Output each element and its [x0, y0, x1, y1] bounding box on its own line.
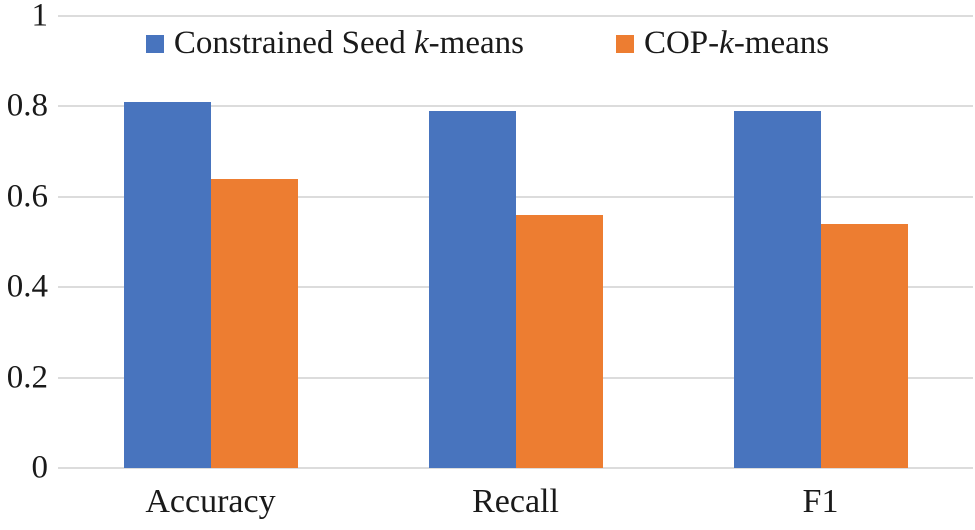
y-tick-label: 0.2: [6, 359, 48, 396]
bar-series-0-f1: [733, 110, 821, 468]
bar-series-1-accuracy: [210, 178, 298, 468]
legend-label-k: k: [719, 25, 734, 61]
x-category-label: F1: [802, 483, 839, 520]
y-tick-label: 1: [31, 0, 49, 34]
gridline: [58, 105, 973, 108]
x-axis: Accuracy Recall F1: [58, 483, 973, 520]
bar-series-0-accuracy: [123, 101, 211, 468]
legend-label: Constrained Seed k-means: [174, 27, 524, 60]
bar-group: [363, 16, 668, 468]
y-tick-label: 0.6: [6, 178, 48, 215]
bar-series-0-recall: [428, 110, 516, 468]
legend-label: COP-k-means: [644, 27, 829, 60]
legend-swatch-icon: [615, 34, 634, 53]
x-category-label: Recall: [472, 483, 559, 520]
legend-label-k: k: [414, 25, 429, 61]
bar-series-1-recall: [515, 214, 603, 468]
x-category-label: Accuracy: [145, 483, 276, 520]
y-tick-label: 0: [31, 449, 49, 486]
gridline: [58, 195, 973, 198]
gridline: [58, 467, 973, 469]
legend: Constrained Seed k-means COP-k-means: [0, 27, 975, 60]
y-axis: 0 0.2 0.4 0.6 0.8 1: [0, 0, 48, 484]
legend-swatch-icon: [145, 34, 164, 53]
legend-label-text: Constrained Seed: [173, 25, 415, 61]
legend-item: Constrained Seed k-means: [145, 27, 524, 60]
legend-label-text: -means: [733, 25, 830, 61]
y-tick-label: 0.8: [6, 87, 48, 124]
legend-item: COP-k-means: [615, 27, 829, 60]
y-tick-label: 0.4: [6, 268, 48, 305]
bar-groups: [58, 16, 973, 468]
plot-area: [58, 15, 973, 469]
bar-group: [58, 16, 363, 468]
legend-label-text: -means: [428, 25, 524, 61]
bar-group: [668, 16, 973, 468]
gridline: [58, 15, 973, 17]
bar-series-1-f1: [820, 223, 908, 468]
legend-label-text: COP-: [643, 25, 720, 61]
